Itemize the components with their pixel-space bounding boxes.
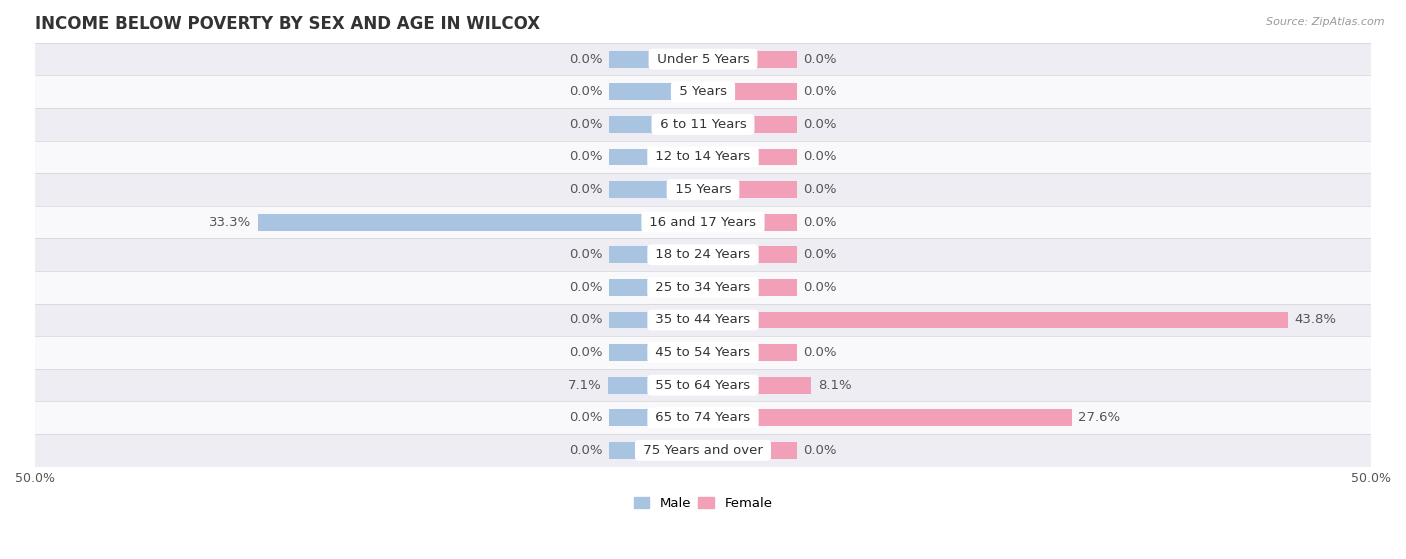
Bar <box>703 116 797 133</box>
Text: 0.0%: 0.0% <box>569 444 603 457</box>
Bar <box>35 304 1371 337</box>
Text: 0.0%: 0.0% <box>803 216 837 229</box>
Bar <box>609 116 703 133</box>
Text: 0.0%: 0.0% <box>803 248 837 261</box>
Bar <box>703 214 797 231</box>
Text: 0.0%: 0.0% <box>569 248 603 261</box>
Text: 0.0%: 0.0% <box>569 411 603 424</box>
Text: Under 5 Years: Under 5 Years <box>652 53 754 66</box>
Bar <box>703 377 811 394</box>
Text: 15 Years: 15 Years <box>671 183 735 196</box>
Text: 0.0%: 0.0% <box>803 346 837 359</box>
Bar <box>703 279 797 296</box>
Bar <box>259 214 703 231</box>
Text: 43.8%: 43.8% <box>1295 314 1337 326</box>
Text: INCOME BELOW POVERTY BY SEX AND AGE IN WILCOX: INCOME BELOW POVERTY BY SEX AND AGE IN W… <box>35 15 540 33</box>
Text: 0.0%: 0.0% <box>803 86 837 98</box>
Text: 0.0%: 0.0% <box>803 281 837 294</box>
Bar <box>35 75 1371 108</box>
Bar <box>609 279 703 296</box>
Text: 75 Years and over: 75 Years and over <box>638 444 768 457</box>
Bar <box>609 51 703 68</box>
Text: 0.0%: 0.0% <box>803 444 837 457</box>
Text: 33.3%: 33.3% <box>209 216 252 229</box>
Text: 5 Years: 5 Years <box>675 86 731 98</box>
Text: 45 to 54 Years: 45 to 54 Years <box>651 346 755 359</box>
Bar <box>35 141 1371 173</box>
Bar <box>703 409 1071 427</box>
Bar <box>609 377 703 394</box>
Bar <box>609 311 703 329</box>
Bar <box>35 239 1371 271</box>
Text: 0.0%: 0.0% <box>803 150 837 163</box>
Bar <box>609 442 703 459</box>
Bar <box>703 344 797 361</box>
Bar <box>35 206 1371 239</box>
Bar <box>35 401 1371 434</box>
Text: 18 to 24 Years: 18 to 24 Years <box>651 248 755 261</box>
Text: 0.0%: 0.0% <box>803 183 837 196</box>
Bar <box>35 108 1371 141</box>
Bar <box>35 337 1371 369</box>
Legend: Male, Female: Male, Female <box>628 491 778 515</box>
Bar <box>703 51 797 68</box>
Bar <box>35 434 1371 467</box>
Bar <box>35 369 1371 401</box>
Text: 16 and 17 Years: 16 and 17 Years <box>645 216 761 229</box>
Text: Source: ZipAtlas.com: Source: ZipAtlas.com <box>1267 17 1385 27</box>
Bar <box>609 149 703 165</box>
Text: 0.0%: 0.0% <box>803 53 837 66</box>
Bar <box>35 173 1371 206</box>
Text: 0.0%: 0.0% <box>569 53 603 66</box>
Text: 12 to 14 Years: 12 to 14 Years <box>651 150 755 163</box>
Text: 0.0%: 0.0% <box>569 150 603 163</box>
Text: 65 to 74 Years: 65 to 74 Years <box>651 411 755 424</box>
Text: 0.0%: 0.0% <box>569 86 603 98</box>
Text: 0.0%: 0.0% <box>569 118 603 131</box>
Text: 0.0%: 0.0% <box>569 183 603 196</box>
Bar <box>703 149 797 165</box>
Bar <box>609 344 703 361</box>
Bar <box>703 442 797 459</box>
Text: 25 to 34 Years: 25 to 34 Years <box>651 281 755 294</box>
Text: 0.0%: 0.0% <box>803 118 837 131</box>
Text: 35 to 44 Years: 35 to 44 Years <box>651 314 755 326</box>
Bar <box>609 247 703 263</box>
Text: 27.6%: 27.6% <box>1078 411 1121 424</box>
Text: 8.1%: 8.1% <box>818 378 852 392</box>
Text: 0.0%: 0.0% <box>569 346 603 359</box>
Bar <box>703 83 797 100</box>
Text: 6 to 11 Years: 6 to 11 Years <box>655 118 751 131</box>
Text: 55 to 64 Years: 55 to 64 Years <box>651 378 755 392</box>
Bar <box>703 247 797 263</box>
Text: 0.0%: 0.0% <box>569 314 603 326</box>
Bar <box>609 409 703 427</box>
Text: 7.1%: 7.1% <box>568 378 602 392</box>
Bar <box>35 271 1371 304</box>
Bar <box>609 83 703 100</box>
Bar <box>703 181 797 198</box>
Text: 0.0%: 0.0% <box>569 281 603 294</box>
Bar <box>35 43 1371 75</box>
Bar <box>703 311 1288 329</box>
Bar <box>609 181 703 198</box>
